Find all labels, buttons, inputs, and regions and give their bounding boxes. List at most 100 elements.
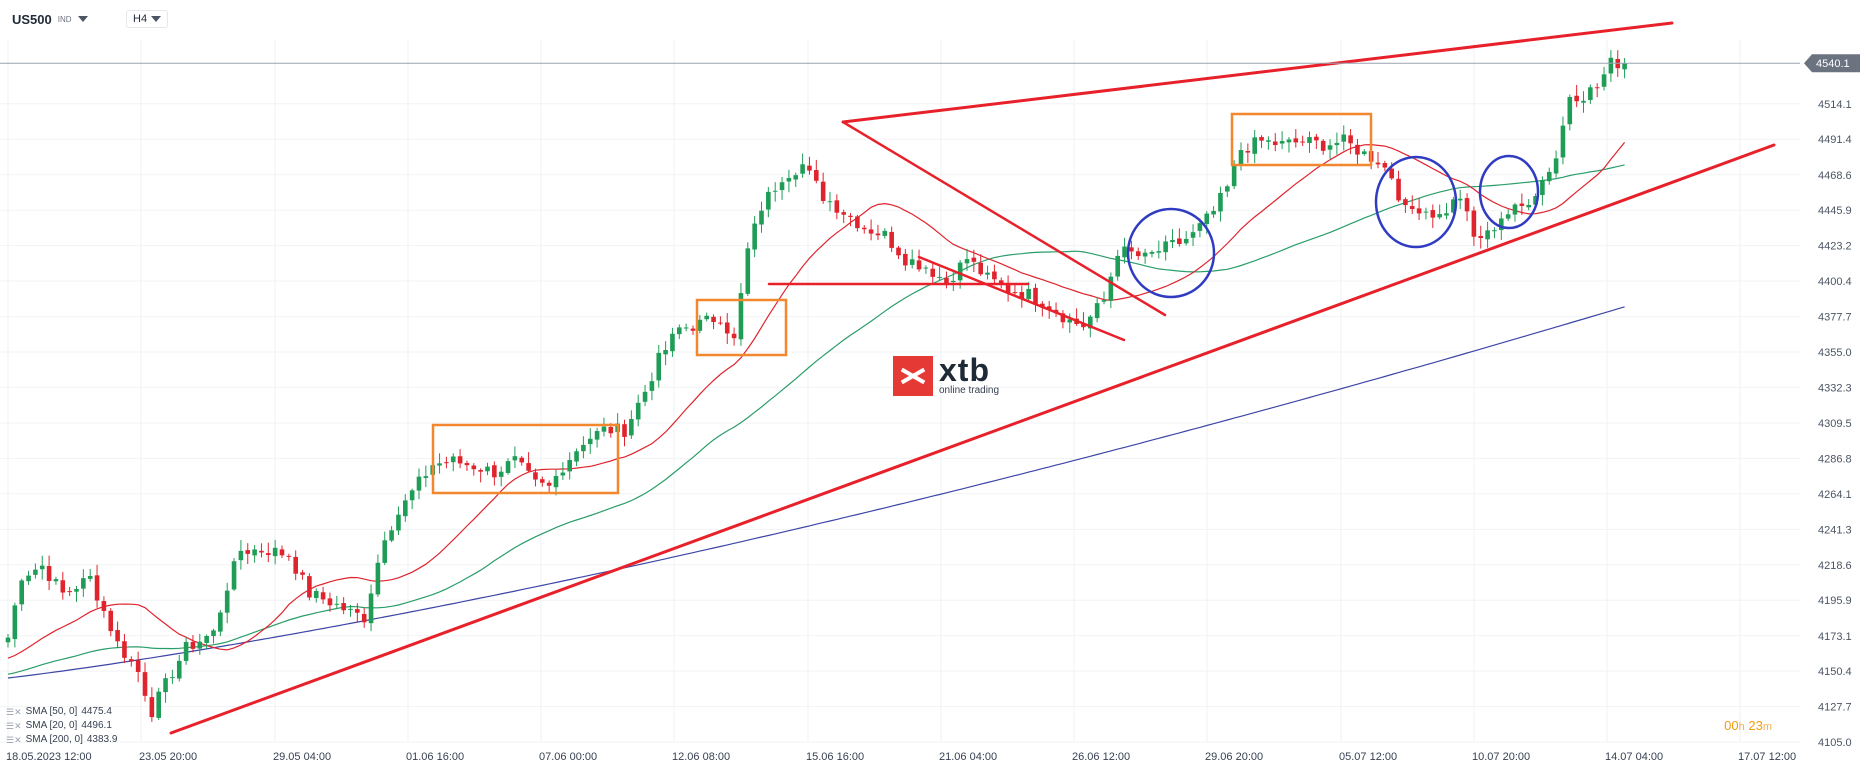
candle-body bbox=[923, 267, 929, 269]
candle-body bbox=[1499, 218, 1504, 231]
y-tick-label: 4400.4 bbox=[1818, 276, 1852, 288]
legend-label: SMA [20, 0] bbox=[25, 720, 78, 731]
candle-body bbox=[649, 381, 655, 391]
candle-body bbox=[1457, 198, 1463, 201]
candle-body bbox=[1163, 241, 1168, 253]
candle-body bbox=[930, 268, 936, 277]
candle-body bbox=[1437, 214, 1442, 218]
highlight-circle bbox=[1478, 154, 1540, 230]
timeframe-label: H4 bbox=[133, 13, 148, 25]
indicator-settings-icon[interactable]: ☰✕ bbox=[6, 735, 22, 745]
candle-body bbox=[149, 697, 155, 718]
x-tick-label: 17.07 12:00 bbox=[1738, 751, 1796, 763]
y-tick-label: 4173.1 bbox=[1818, 631, 1852, 643]
xtb-mark-icon bbox=[893, 355, 933, 396]
candle-body bbox=[1382, 163, 1388, 168]
candle-body bbox=[916, 260, 922, 270]
candle-body bbox=[998, 280, 1004, 285]
candle-body bbox=[519, 457, 525, 463]
y-tick-label: 4355.0 bbox=[1818, 347, 1852, 359]
indicator-settings-icon[interactable]: ☰✕ bbox=[6, 721, 22, 731]
candle-body bbox=[1341, 134, 1347, 142]
candle-body bbox=[1403, 199, 1408, 206]
candle-body bbox=[375, 562, 381, 595]
candle-body bbox=[1355, 144, 1360, 155]
candle-body bbox=[1574, 95, 1579, 102]
candle-body bbox=[293, 556, 298, 574]
candle-body bbox=[129, 659, 134, 662]
candle-body bbox=[656, 352, 662, 381]
candle-body bbox=[1560, 125, 1566, 158]
candle-body bbox=[786, 177, 792, 182]
candle-body bbox=[1464, 198, 1470, 212]
candle-body bbox=[1115, 255, 1120, 277]
candle-body bbox=[313, 591, 319, 599]
timeframe-selector[interactable]: H4 bbox=[126, 10, 168, 28]
legend-item-sma50[interactable]: ☰✕ SMA [50, 0] 4475.4 bbox=[6, 705, 117, 719]
legend-item-sma20[interactable]: ☰✕ SMA [20, 0] 4496.1 bbox=[6, 719, 117, 733]
candle-body bbox=[875, 233, 881, 236]
candle-body bbox=[1204, 213, 1210, 225]
legend-item-sma200[interactable]: ☰✕ SMA [200, 0] 4383.9 bbox=[6, 733, 117, 747]
sma200-line bbox=[7, 306, 1625, 679]
rising-support-trendline bbox=[169, 143, 1776, 735]
candle-body bbox=[1259, 137, 1264, 141]
candle-body bbox=[807, 165, 812, 171]
y-tick-label: 4377.7 bbox=[1818, 312, 1852, 324]
candle-body bbox=[176, 660, 182, 679]
y-tick-label: 4105.0 bbox=[1818, 737, 1852, 749]
candle-body bbox=[1122, 246, 1127, 258]
candle-body bbox=[272, 547, 278, 557]
candle-body bbox=[560, 472, 566, 476]
candle-body bbox=[67, 591, 72, 593]
candle-body bbox=[409, 490, 415, 501]
candle-body bbox=[327, 598, 333, 606]
candle-body bbox=[60, 580, 66, 593]
upper-resistance-trendline bbox=[841, 21, 1674, 124]
candle-body bbox=[122, 641, 127, 658]
y-tick-label: 4286.8 bbox=[1818, 453, 1852, 465]
legend-value: 4496.1 bbox=[81, 720, 112, 731]
candle-body bbox=[211, 630, 216, 637]
candle-body bbox=[1505, 214, 1511, 219]
legend-value: 4475.4 bbox=[81, 706, 112, 717]
candle-body bbox=[704, 315, 709, 320]
candle-body bbox=[1101, 300, 1107, 302]
timer-minutes: 23 bbox=[1748, 718, 1763, 733]
current-price-label: 4540.1 bbox=[1816, 58, 1850, 70]
candle-body bbox=[1622, 63, 1627, 70]
symbol-selector[interactable]: US500 IND bbox=[6, 10, 94, 29]
candle-body bbox=[53, 579, 59, 582]
candle-body bbox=[882, 230, 888, 236]
indicator-settings-icon[interactable]: ☰✕ bbox=[6, 707, 22, 717]
candle-body bbox=[1581, 100, 1586, 103]
candle-body bbox=[1492, 230, 1497, 232]
candle-body bbox=[163, 678, 168, 693]
candle-body bbox=[389, 530, 394, 541]
x-tick-label: 12.06 08:00 bbox=[672, 751, 730, 763]
candle-body bbox=[1286, 139, 1292, 143]
candle-body bbox=[505, 461, 511, 473]
candle-body bbox=[87, 575, 93, 579]
candle-body bbox=[450, 456, 456, 463]
candle-body bbox=[1320, 140, 1326, 151]
candle-body bbox=[1334, 142, 1340, 146]
timer-hours: 00 bbox=[1724, 718, 1739, 733]
candle-body bbox=[1135, 251, 1141, 257]
wedge-lower-line bbox=[917, 255, 1126, 342]
candle-body bbox=[1170, 239, 1175, 243]
candle-body bbox=[1108, 276, 1114, 301]
candle-body bbox=[793, 175, 799, 180]
symbol-tag: IND bbox=[57, 14, 72, 24]
candle-body bbox=[574, 451, 579, 462]
candle-body bbox=[74, 589, 79, 592]
y-tick-label: 4241.3 bbox=[1818, 524, 1852, 536]
candle-body bbox=[594, 431, 600, 440]
candle-body bbox=[1423, 211, 1429, 213]
candle-body bbox=[1190, 232, 1196, 238]
y-tick-label: 4195.9 bbox=[1818, 595, 1852, 607]
y-tick-label: 4218.6 bbox=[1818, 560, 1852, 572]
candle-body bbox=[779, 182, 785, 191]
candle-body bbox=[1451, 199, 1456, 213]
